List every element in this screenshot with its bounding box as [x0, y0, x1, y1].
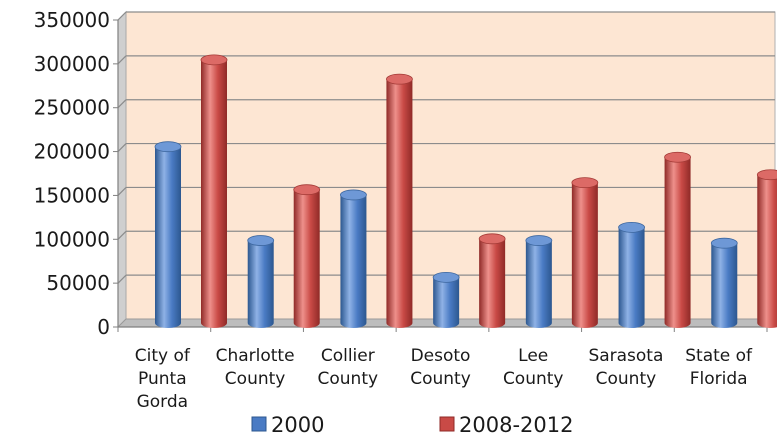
y-tick-labels: 0 50000 100000 150000 200000 250000 300000 3500… — [34, 8, 110, 339]
y-tick-label: 0 — [97, 315, 110, 339]
bar-series-1 — [432, 271, 460, 328]
bar-body — [664, 157, 691, 328]
bar-series-1 — [154, 141, 182, 328]
legend-label: 2008-2012 — [459, 413, 573, 436]
legend-swatch — [251, 416, 267, 432]
bar-top — [293, 184, 321, 196]
x-tick-label: Lee County — [503, 346, 564, 389]
bar-body — [711, 243, 738, 328]
gridline-side — [117, 55, 127, 65]
x-tick-label: City of Punta Gorda — [135, 346, 191, 412]
x-tick-labels: City of Punta Gorda Charlotte County Collier C… — [135, 346, 753, 412]
x-tick-label: Charlotte County — [216, 346, 295, 389]
bar-series-2 — [478, 233, 506, 328]
bar-top — [247, 235, 275, 246]
gridline-side — [117, 187, 127, 196]
legend: 2000 2008-2012 — [251, 413, 573, 437]
y-tick-label: 200000 — [34, 140, 110, 164]
bar-series-2 — [200, 54, 228, 328]
y-tick-label: 150000 — [34, 183, 110, 207]
y-tick-label: 350000 — [34, 8, 110, 32]
bar-body — [525, 240, 552, 328]
bar-body — [479, 238, 506, 328]
bar-body — [155, 146, 181, 328]
bar-series-2 — [386, 73, 413, 328]
gridline-side — [117, 274, 127, 284]
bar-top — [200, 54, 228, 66]
bar-top — [478, 233, 506, 245]
bar-body — [386, 79, 413, 328]
legend-swatch — [439, 416, 455, 432]
bar-top — [525, 235, 553, 246]
bar-body — [247, 240, 274, 328]
gridline-side — [117, 11, 127, 21]
bar-top — [710, 237, 738, 249]
bar-series-2 — [756, 169, 777, 328]
bar-body — [201, 59, 227, 328]
bar-series-1 — [618, 221, 645, 328]
bar-top — [664, 151, 691, 163]
bar-series-1 — [710, 237, 738, 328]
y-tick-label: 100000 — [34, 227, 110, 251]
bar-body — [340, 194, 367, 328]
gridline-side — [117, 99, 127, 109]
y-tick-label: 300000 — [34, 52, 110, 76]
y-tick-label: 50000 — [46, 271, 110, 295]
bar-body — [757, 174, 777, 328]
bar-series-2 — [664, 151, 691, 328]
bar-top — [340, 189, 367, 201]
x-tick-label: Sarasota County — [588, 346, 663, 389]
gridline-side — [117, 230, 127, 240]
bar-top — [571, 177, 599, 189]
bar-top — [386, 73, 413, 85]
gridline-side — [117, 143, 127, 152]
bar-series-2 — [571, 177, 599, 328]
bars — [154, 54, 777, 328]
x-tick-label: Collier County — [318, 346, 379, 389]
bar-body — [618, 227, 645, 328]
bar-top — [618, 221, 645, 233]
bar-body — [571, 182, 598, 328]
bar-body — [293, 189, 320, 328]
bar-body — [433, 277, 460, 328]
bar-top — [154, 141, 182, 153]
legend-label: 2000 — [271, 413, 324, 436]
bar-series-1 — [247, 235, 275, 328]
legend-item: 2008-2012 — [439, 413, 573, 437]
x-tick-label: Desoto County — [410, 346, 471, 389]
x-tick-label: State of Florida — [685, 346, 753, 389]
legend-item: 2000 — [251, 413, 324, 437]
bar-top — [432, 271, 460, 283]
bar-series-1 — [340, 189, 367, 328]
bar-series-2 — [293, 184, 321, 328]
y-tick-label: 250000 — [34, 96, 110, 120]
bar-top — [756, 169, 777, 181]
bar-series-1 — [525, 235, 553, 328]
